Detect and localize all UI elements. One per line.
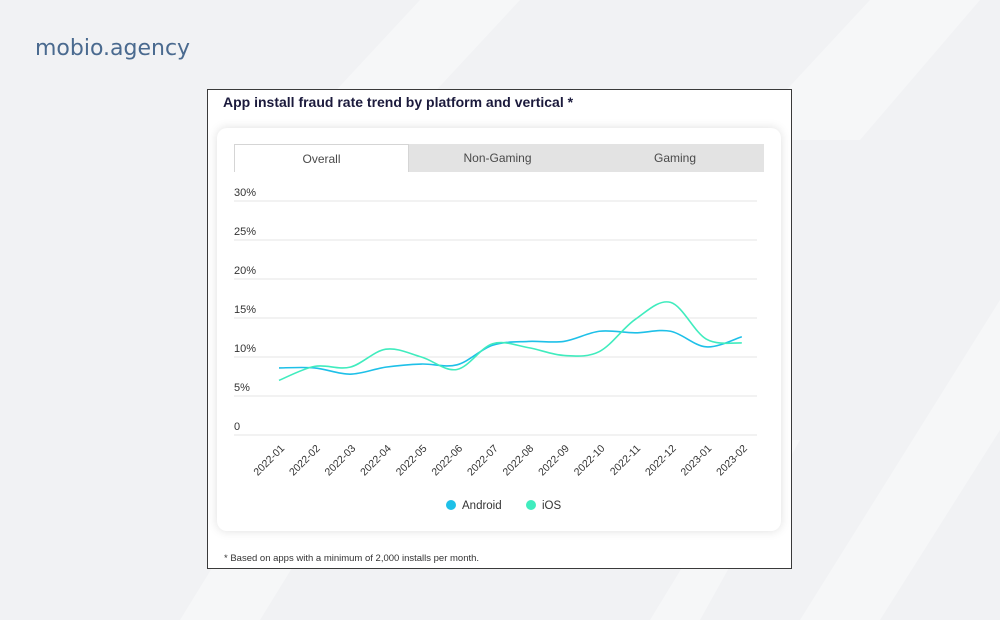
x-tick-label: 2022-08 [501, 443, 537, 479]
tab-gaming[interactable]: Gaming [653, 151, 697, 165]
x-tick-label: 2022-06 [429, 443, 465, 479]
footnote: * Based on apps with a minimum of 2,000 … [224, 553, 480, 564]
tab-non-gaming[interactable]: Non-Gaming [463, 151, 532, 165]
chart-card: App install fraud rate trend by platform… [207, 89, 792, 569]
x-tick-label: 2022-12 [643, 443, 679, 479]
chart-panel: 0 5% 10% 15% 20% 25% 30% 2022-01 2022-02 2022-03 2… [217, 128, 781, 531]
x-tick-label: 2022-05 [394, 443, 430, 479]
series-line-android [278, 329, 743, 375]
x-tick-label: 2022-04 [358, 443, 394, 479]
x-tick-label: 2022-03 [323, 443, 359, 479]
platform-tabs: Overall Non-Gaming Gaming [234, 144, 764, 172]
legend-label-ios: iOS [542, 500, 562, 512]
chart-title: App install fraud rate trend by platform… [223, 94, 574, 110]
x-tick-label: 2023-01 [679, 443, 715, 479]
y-tick-label: 30% [234, 187, 256, 199]
y-tick-label: 10% [234, 343, 256, 355]
y-tick-label: 15% [234, 304, 256, 316]
series-line-ios [278, 301, 742, 382]
legend-marker-ios [526, 500, 536, 510]
brand-logo-text[interactable]: mobio.agency [35, 36, 191, 61]
x-tick-label: 2022-11 [608, 443, 643, 478]
y-tick-label: 25% [234, 226, 256, 238]
x-tick-label: 2022-02 [287, 443, 323, 479]
x-tick-label: 2023-02 [714, 443, 750, 479]
x-tick-label: 2022-10 [572, 443, 608, 479]
tab-overall[interactable]: Overall [234, 144, 409, 172]
legend-label-android: Android [462, 500, 502, 512]
y-tick-label: 0 [234, 421, 240, 433]
x-tick-label: 2022-01 [251, 443, 287, 479]
line-chart: 05%10%15%20%25%30%2022-01 2022-02 2022-03 2… [234, 187, 757, 512]
legend-marker-android [446, 500, 456, 510]
y-tick-label: 20% [234, 265, 256, 277]
y-tick-label: 5% [234, 382, 250, 394]
x-tick-label: 2022-07 [465, 443, 501, 479]
x-tick-label: 2022-09 [536, 443, 572, 479]
